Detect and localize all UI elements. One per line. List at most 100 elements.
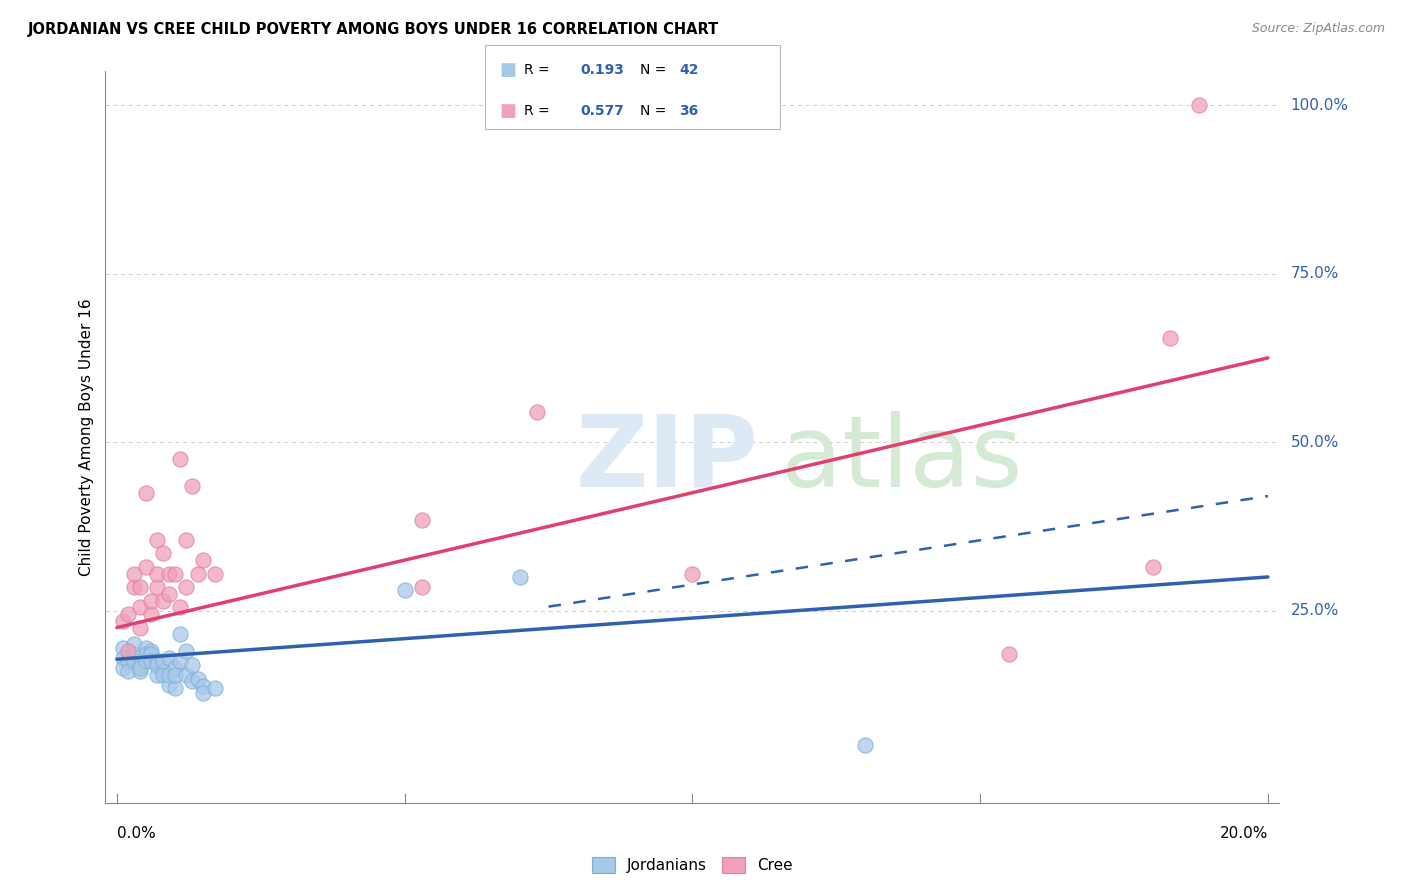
Point — [129, 657, 152, 672]
Point — [135, 559, 157, 574]
Point — [117, 607, 139, 621]
Point — [157, 667, 180, 681]
Point — [163, 661, 186, 675]
Text: N =: N = — [640, 103, 671, 118]
Point — [411, 513, 433, 527]
Point — [174, 533, 197, 547]
Point — [122, 566, 145, 581]
Point — [193, 686, 215, 700]
Point — [1188, 98, 1211, 112]
Point — [141, 644, 163, 658]
Point — [193, 679, 215, 693]
Text: 0.577: 0.577 — [581, 103, 624, 118]
Point — [122, 648, 145, 662]
Point — [193, 553, 215, 567]
Point — [180, 674, 202, 689]
Point — [117, 644, 139, 658]
Text: 0.0%: 0.0% — [117, 826, 156, 841]
Point — [117, 654, 139, 668]
Point — [146, 533, 169, 547]
Text: 36: 36 — [679, 103, 699, 118]
Point — [146, 667, 169, 681]
Point — [180, 657, 202, 672]
Point — [174, 580, 197, 594]
Text: JORDANIAN VS CREE CHILD POVERTY AMONG BOYS UNDER 16 CORRELATION CHART: JORDANIAN VS CREE CHILD POVERTY AMONG BO… — [28, 22, 720, 37]
Point — [146, 580, 169, 594]
Point — [157, 587, 180, 601]
Point — [157, 678, 180, 692]
Point — [180, 479, 202, 493]
Point — [141, 593, 163, 607]
Point — [169, 452, 191, 467]
Point — [129, 665, 152, 679]
Point — [152, 667, 174, 681]
Point — [146, 566, 169, 581]
Point — [141, 607, 163, 621]
Point — [157, 651, 180, 665]
Point — [111, 651, 134, 665]
Point — [152, 654, 174, 668]
Point — [163, 566, 186, 581]
Point — [174, 644, 197, 658]
Point — [129, 600, 152, 615]
Point — [135, 648, 157, 662]
Point — [129, 580, 152, 594]
Point — [169, 600, 191, 615]
Legend: Jordanians, Cree: Jordanians, Cree — [586, 851, 799, 880]
Text: 100.0%: 100.0% — [1291, 97, 1348, 112]
Point — [135, 485, 157, 500]
Point — [141, 648, 163, 662]
Point — [122, 580, 145, 594]
Text: 0.193: 0.193 — [581, 63, 624, 77]
Point — [1142, 559, 1164, 574]
Y-axis label: Child Poverty Among Boys Under 16: Child Poverty Among Boys Under 16 — [79, 298, 94, 576]
Point — [853, 739, 876, 753]
Text: 20.0%: 20.0% — [1219, 826, 1268, 841]
Text: ZIP: ZIP — [575, 410, 758, 508]
Point — [129, 621, 152, 635]
Point — [174, 667, 197, 681]
Point — [411, 580, 433, 594]
Point — [146, 654, 169, 668]
Point — [1159, 331, 1181, 345]
Text: 25.0%: 25.0% — [1291, 603, 1339, 618]
Point — [122, 637, 145, 651]
Point — [163, 681, 186, 696]
Text: R =: R = — [524, 103, 554, 118]
Point — [169, 654, 191, 668]
Point — [169, 627, 191, 641]
Text: R =: R = — [524, 63, 554, 77]
Point — [122, 654, 145, 668]
Point — [204, 681, 226, 696]
Text: Source: ZipAtlas.com: Source: ZipAtlas.com — [1251, 22, 1385, 36]
Point — [135, 640, 157, 655]
Point — [204, 566, 226, 581]
Point — [394, 583, 416, 598]
Point — [117, 665, 139, 679]
Point — [163, 667, 186, 681]
Point — [998, 648, 1021, 662]
Point — [129, 661, 152, 675]
Text: ■: ■ — [499, 61, 516, 79]
Point — [152, 665, 174, 679]
Point — [146, 657, 169, 672]
Point — [152, 546, 174, 560]
Point — [111, 614, 134, 628]
Point — [681, 566, 703, 581]
Point — [111, 661, 134, 675]
Point — [157, 566, 180, 581]
Text: ■: ■ — [499, 102, 516, 120]
Text: 75.0%: 75.0% — [1291, 266, 1339, 281]
Point — [186, 673, 208, 687]
Point — [186, 566, 208, 581]
Text: N =: N = — [640, 63, 671, 77]
Text: atlas: atlas — [780, 410, 1022, 508]
Point — [526, 405, 548, 419]
Point — [509, 570, 531, 584]
Text: 50.0%: 50.0% — [1291, 434, 1339, 450]
Point — [152, 593, 174, 607]
Point — [135, 654, 157, 668]
Text: 42: 42 — [679, 63, 699, 77]
Point — [141, 654, 163, 668]
Point — [111, 640, 134, 655]
